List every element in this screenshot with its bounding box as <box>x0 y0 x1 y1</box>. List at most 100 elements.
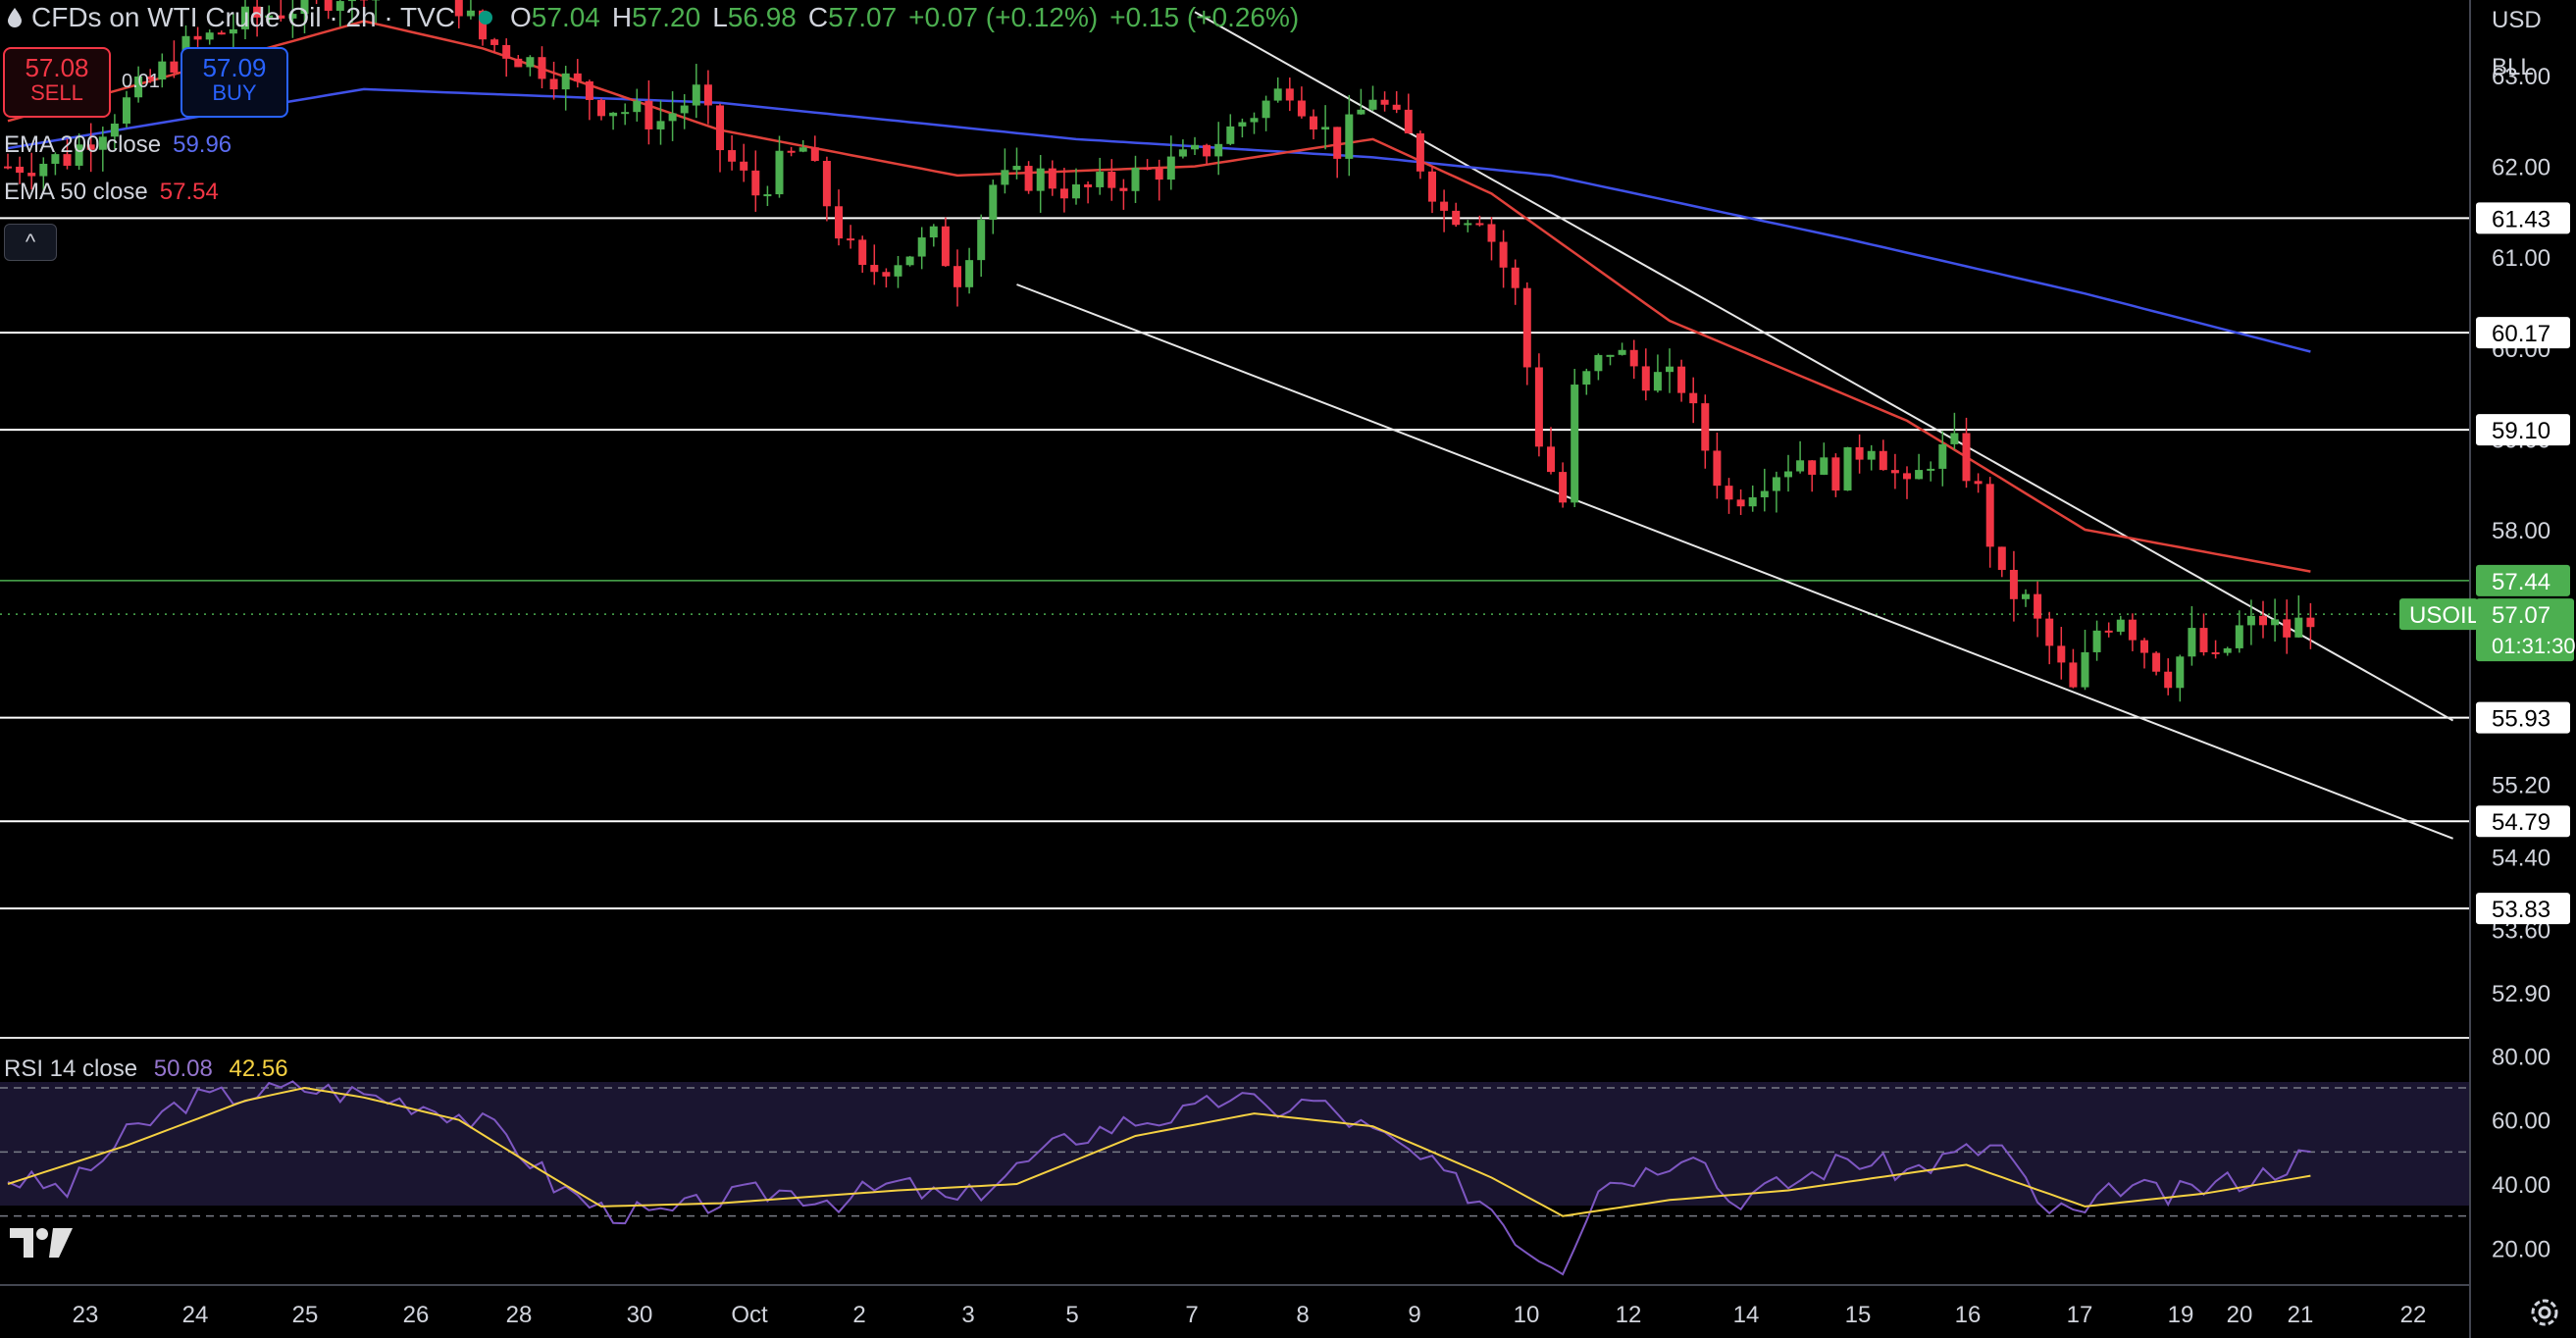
price-tick-label: 58.00 <box>2492 518 2550 544</box>
candle-body <box>656 121 665 129</box>
sell-button[interactable]: 57.08 SELL <box>3 47 111 118</box>
trendline[interactable] <box>1016 283 2453 840</box>
candle-body <box>538 57 546 79</box>
candle-body <box>1713 450 1722 487</box>
candle-body <box>1178 149 1187 157</box>
candle-body <box>799 147 807 152</box>
candle-body <box>1084 184 1093 187</box>
trendline[interactable] <box>1194 11 2454 722</box>
candle-body <box>1155 168 1163 180</box>
candle-body <box>2294 617 2303 638</box>
candle-body <box>644 100 653 129</box>
candle-body <box>347 0 356 2</box>
candle-body <box>680 105 689 114</box>
candle-body <box>335 1 344 11</box>
candle-body <box>989 184 998 221</box>
candle-body <box>1119 187 1128 191</box>
ohlc-low: L56.98 <box>712 2 797 32</box>
candle-body <box>288 14 297 19</box>
candle-body <box>526 57 535 68</box>
candle-body <box>1368 99 1377 110</box>
ohlc-open: O57.04 <box>510 2 600 32</box>
candle-body <box>2152 652 2161 672</box>
candle-body <box>2022 593 2030 599</box>
rsi-legend[interactable]: RSI 14 close 50.08 42.56 <box>4 1055 288 1083</box>
candle-body <box>1653 372 1662 391</box>
candle-body <box>2069 662 2078 688</box>
sell-label: SELL <box>30 80 83 105</box>
candle-body <box>1820 457 1829 475</box>
candle-body <box>740 161 748 171</box>
candle-body <box>905 256 914 266</box>
candle-body <box>1594 354 1603 372</box>
candle-body <box>1997 546 2006 570</box>
currency-label[interactable]: USD <box>2492 7 2542 33</box>
candle-body <box>2259 615 2267 626</box>
time-tick-label: 7 <box>1185 1302 1198 1328</box>
candle-body <box>894 265 902 277</box>
candle-body <box>1677 366 1686 393</box>
time-tick-label: 22 <box>2400 1302 2427 1328</box>
candle-body <box>2081 651 2089 688</box>
time-tick-label: 20 <box>2227 1302 2253 1328</box>
level-badge-label: 55.93 <box>2492 706 2550 733</box>
time-tick-label: 30 <box>627 1302 653 1328</box>
rsi-tick-label: 60.00 <box>2492 1108 2550 1135</box>
candle-body <box>241 6 249 29</box>
spread-value: 0.01 <box>122 71 160 92</box>
time-tick-label: 21 <box>2288 1302 2314 1328</box>
candle-body <box>2235 625 2243 648</box>
candle-body <box>1416 132 1424 172</box>
level-badge <box>2476 317 2570 349</box>
candle-body <box>2009 569 2018 599</box>
candle-body <box>573 73 582 81</box>
candle-body <box>1131 168 1140 191</box>
candle-body <box>1143 168 1152 171</box>
candle-body <box>1024 166 1033 191</box>
candle-body <box>621 112 630 115</box>
symbol-title[interactable]: CFDs on WTI Crude Oil · 2h · TVC <box>31 2 456 32</box>
ohlc-high: H57.20 <box>611 2 701 32</box>
time-tick-label: 9 <box>1408 1302 1420 1328</box>
candle-body <box>847 238 855 241</box>
candle-body <box>561 73 570 90</box>
time-tick-label: 10 <box>1514 1302 1540 1328</box>
candle-body <box>763 194 772 197</box>
price-tick-label: 61.00 <box>2492 245 2550 272</box>
candle-body <box>123 97 130 125</box>
candle-body <box>1072 184 1080 199</box>
candle-body <box>1475 223 1484 226</box>
buy-button[interactable]: 57.09 BUY <box>180 47 288 118</box>
ema50-legend[interactable]: EMA 50 close 57.54 <box>4 179 219 206</box>
candle-body <box>1701 403 1710 451</box>
level-badge-label: 59.10 <box>2492 418 2550 444</box>
symbol-badge <box>2399 598 2478 631</box>
candle-body <box>1166 156 1175 180</box>
unit-label[interactable]: BLL <box>2492 54 2534 80</box>
candle-body <box>1534 367 1543 447</box>
ema200-label: EMA 200 close <box>4 131 162 158</box>
candle-body <box>1096 172 1105 187</box>
candle-body <box>229 28 237 34</box>
candle-body <box>2246 615 2255 626</box>
candle-body <box>1927 468 1935 471</box>
candle-body <box>2128 619 2137 641</box>
candle-body <box>1273 88 1282 101</box>
candle-body <box>1392 104 1401 110</box>
candle-body <box>609 112 618 117</box>
time-tick-label: 16 <box>1955 1302 1982 1328</box>
candle-body <box>514 58 523 68</box>
candle-body <box>1357 109 1365 115</box>
ema50-value: 57.54 <box>159 179 219 205</box>
ema200-line <box>7 87 2311 353</box>
gear-icon[interactable] <box>2527 1295 2562 1330</box>
level-badge-label: 53.83 <box>2492 897 2550 923</box>
candle-body <box>1606 354 1615 357</box>
candle-body <box>1879 450 1887 471</box>
collapse-legend-button[interactable]: ^ <box>4 224 57 261</box>
ema200-legend[interactable]: EMA 200 close 59.96 <box>4 131 232 159</box>
ema50-level-badge <box>2476 564 2570 596</box>
price-tick-label: 62.00 <box>2492 155 2550 181</box>
candle-body <box>716 105 724 151</box>
